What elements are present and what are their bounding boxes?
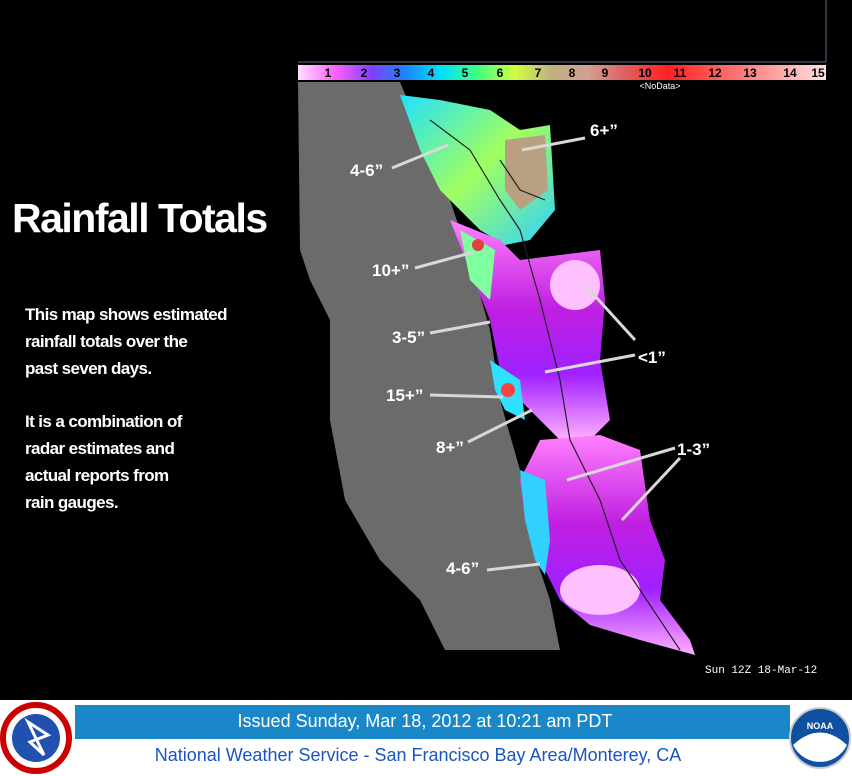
annotation: 15+” bbox=[386, 386, 423, 405]
timestamp: Sun 12Z 18-Mar-12 bbox=[705, 665, 817, 677]
footer-band bbox=[75, 705, 790, 739]
description-line: radar estimates and bbox=[25, 439, 174, 458]
scale-label: 6 bbox=[497, 66, 504, 80]
scale-label: 1 bbox=[325, 66, 332, 80]
nodata-label: <NoData> bbox=[639, 81, 680, 91]
county-line bbox=[499, 159, 546, 201]
arrows bbox=[391, 136, 682, 572]
scale-label: 2 bbox=[361, 66, 368, 80]
rain-light bbox=[550, 260, 600, 310]
scale-label: 11 bbox=[674, 66, 687, 80]
title: Rainfall Totals bbox=[12, 195, 267, 241]
description-line: actual reports from bbox=[25, 466, 169, 485]
description-line: past seven days. bbox=[25, 359, 151, 378]
noaa-logo bbox=[793, 732, 847, 762]
nws-logo bbox=[24, 717, 52, 757]
scale-label: 14 bbox=[783, 66, 797, 80]
scale-label: 4 bbox=[428, 66, 435, 80]
noaa-label: NOAA bbox=[807, 721, 834, 731]
description-line: This map shows estimated bbox=[25, 305, 227, 324]
annotation: 4-6” bbox=[350, 161, 383, 180]
scale-label: 12 bbox=[708, 66, 722, 80]
annotation: 8+” bbox=[436, 438, 464, 457]
rain-coast bbox=[520, 470, 550, 575]
ocean-mask bbox=[298, 82, 560, 650]
description-line: rain gauges. bbox=[25, 493, 118, 512]
rain-heavy bbox=[505, 135, 548, 210]
scale-label: 13 bbox=[743, 66, 757, 80]
county-line bbox=[429, 119, 681, 651]
rain-north bbox=[400, 95, 555, 245]
issued: Issued Sunday, Mar 18, 2012 at 10:21 am … bbox=[238, 711, 613, 731]
annotation: 6+” bbox=[590, 121, 618, 140]
scale-label: 3 bbox=[394, 66, 401, 80]
rain-coast bbox=[460, 230, 495, 300]
rain-max bbox=[472, 239, 484, 251]
office: National Weather Service - San Francisco… bbox=[155, 745, 682, 765]
annotation: 4-6” bbox=[446, 559, 479, 578]
annotation: 10+” bbox=[372, 261, 409, 280]
description-line: It is a combination of bbox=[25, 412, 183, 431]
scale-label: 15 bbox=[811, 66, 825, 80]
scale-label: 9 bbox=[602, 66, 609, 80]
annotation: 3-5” bbox=[392, 328, 425, 347]
scale-label: 5 bbox=[462, 66, 469, 80]
annotation: 1-3” bbox=[677, 440, 710, 459]
annotation: <1” bbox=[638, 348, 666, 367]
scale-label: 8 bbox=[569, 66, 576, 80]
scale-label: 10 bbox=[638, 66, 652, 80]
scale-label: 7 bbox=[535, 66, 542, 80]
rain-max bbox=[501, 383, 515, 397]
color-scale bbox=[298, 65, 826, 80]
rain-light bbox=[560, 565, 640, 615]
description-line: rainfall totals over the bbox=[25, 332, 187, 351]
